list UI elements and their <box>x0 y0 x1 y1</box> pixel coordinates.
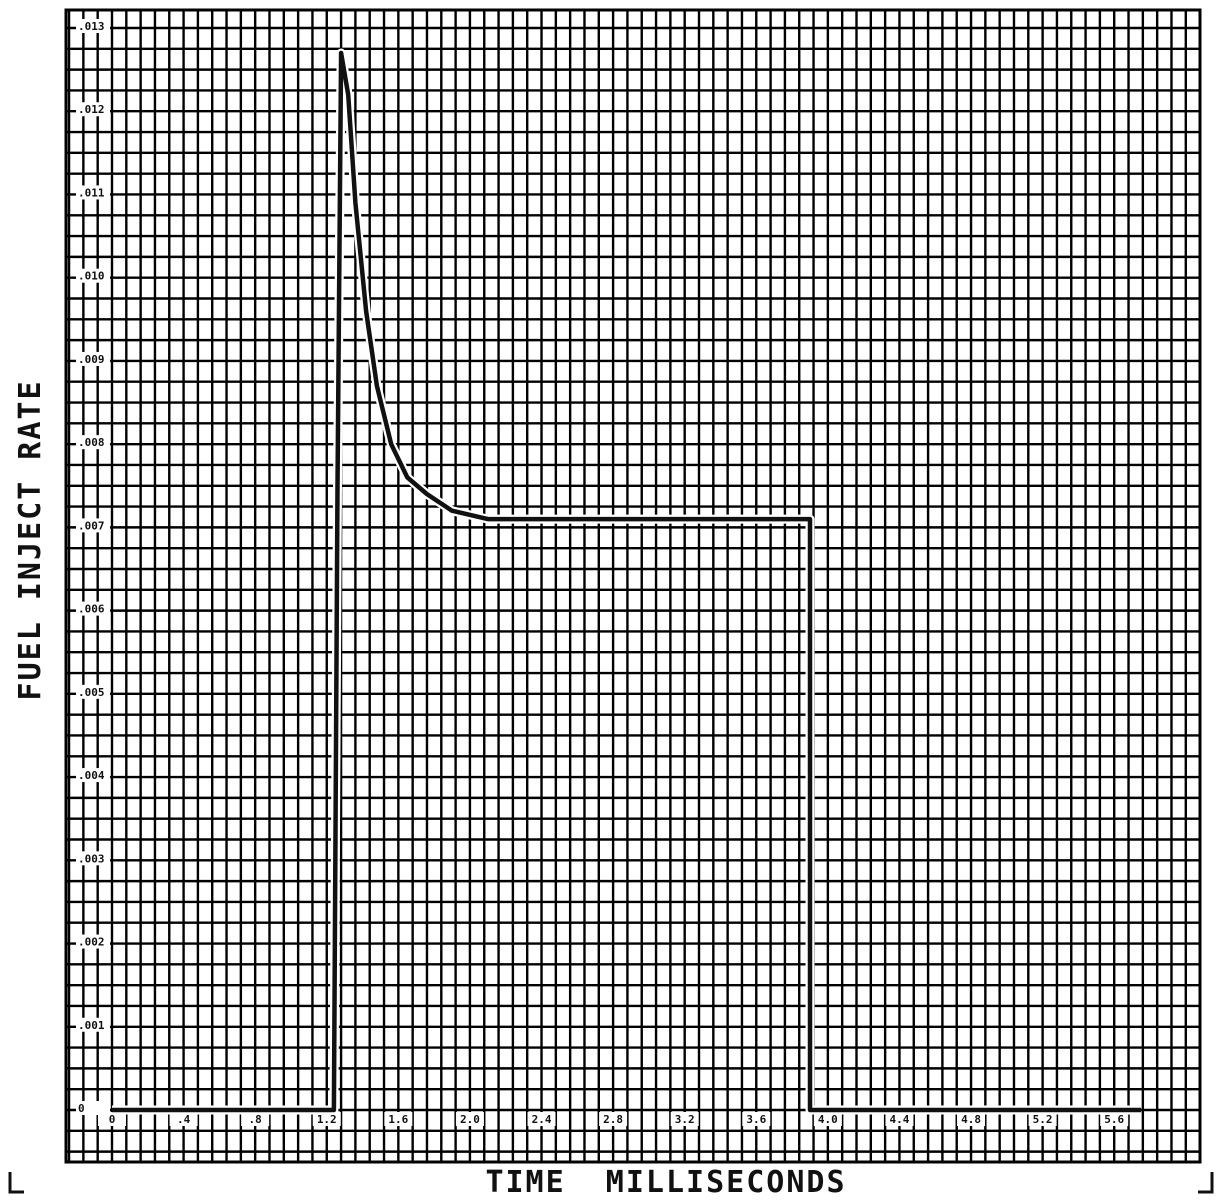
corner-mark-left <box>8 1172 24 1194</box>
y-tick-label-bg <box>76 185 110 200</box>
y-tick-label: .008 <box>78 436 105 449</box>
x-tick-label: 3.6 <box>746 1113 766 1126</box>
x-tick-label: 5.2 <box>1033 1113 1053 1126</box>
y-tick-label: .009 <box>78 353 105 366</box>
x-tick-label-bg <box>241 1112 270 1126</box>
x-tick-label-bg <box>98 1112 126 1126</box>
x-axis-title: TIME MILLISECONDS <box>485 1165 846 1200</box>
y-tick-label-bg <box>76 1101 110 1115</box>
y-tick-label: .011 <box>78 186 105 199</box>
y-tick-label: 0 <box>78 1102 85 1115</box>
tick-labels: 0 .001 .002 .003 .004 .005 .006 .007 .008 .009 .01… <box>76 19 1129 1126</box>
y-tick-label-bg <box>76 1017 110 1032</box>
y-tick-label-bg <box>76 851 110 866</box>
y-tick-label: .013 <box>78 20 105 33</box>
y-tick-label-bg <box>76 684 110 699</box>
x-tick-label-bg <box>1028 1112 1057 1126</box>
y-tick-label-bg <box>76 435 110 450</box>
y-tick-label: .003 <box>78 852 105 865</box>
y-tick-label: .010 <box>78 270 105 283</box>
y-axis-title: FUEL INJECT RATE <box>13 380 48 701</box>
x-tick-label: 1.6 <box>388 1113 408 1126</box>
series-line-0 <box>112 50 1142 1113</box>
x-tick-label-bg <box>1100 1112 1129 1126</box>
x-tick-label: 3.2 <box>675 1113 695 1126</box>
y-tick-label: .012 <box>78 103 105 116</box>
corner-mark-right <box>1198 1172 1214 1194</box>
x-tick-label-bg <box>885 1112 914 1126</box>
series-layer <box>112 48 1142 1115</box>
x-tick-label: 4.8 <box>961 1113 981 1126</box>
x-tick-label: .4 <box>177 1113 191 1126</box>
x-tick-label-bg <box>455 1112 484 1126</box>
y-tick-label: .004 <box>78 769 105 782</box>
plot-frame <box>64 8 1202 1164</box>
x-tick-label: 4.0 <box>818 1113 838 1126</box>
y-tick-label-bg <box>76 518 110 533</box>
x-tick-label-bg <box>670 1112 699 1126</box>
grid <box>64 8 1202 1164</box>
y-tick-label-bg <box>76 351 110 366</box>
y-tick-label-bg <box>76 768 110 783</box>
y-tick-label-bg <box>76 102 110 117</box>
x-tick-label-bg <box>169 1112 198 1126</box>
y-tick-label: .006 <box>78 603 105 616</box>
y-tick-label-bg <box>76 268 110 283</box>
y-tick-label-bg <box>76 934 110 949</box>
x-tick-label: .8 <box>249 1113 262 1126</box>
x-tick-label: 5.6 <box>1104 1113 1124 1126</box>
x-tick-label: 2.8 <box>603 1113 623 1126</box>
x-tick-label: 2.4 <box>532 1113 552 1126</box>
y-tick-label: .005 <box>78 686 105 699</box>
x-tick-label: 1.2 <box>317 1113 337 1126</box>
x-tick-label: 4.4 <box>890 1113 910 1126</box>
x-tick-label-bg <box>957 1112 986 1126</box>
x-tick-label-bg <box>384 1112 413 1126</box>
x-tick-label: 0 <box>109 1113 116 1126</box>
x-tick-label-bg <box>813 1112 842 1126</box>
y-tick-label: .001 <box>78 1019 105 1032</box>
y-tick-label-bg <box>76 19 110 33</box>
y-tick-label: .002 <box>78 936 105 949</box>
x-tick-label-bg <box>599 1112 628 1126</box>
y-tick-label-bg <box>76 601 110 616</box>
x-tick-label: 2.0 <box>460 1113 480 1126</box>
x-tick-label-bg <box>742 1112 771 1126</box>
y-tick-label: .007 <box>78 519 105 532</box>
x-tick-label-bg <box>312 1112 341 1126</box>
x-tick-label-bg <box>527 1112 556 1126</box>
